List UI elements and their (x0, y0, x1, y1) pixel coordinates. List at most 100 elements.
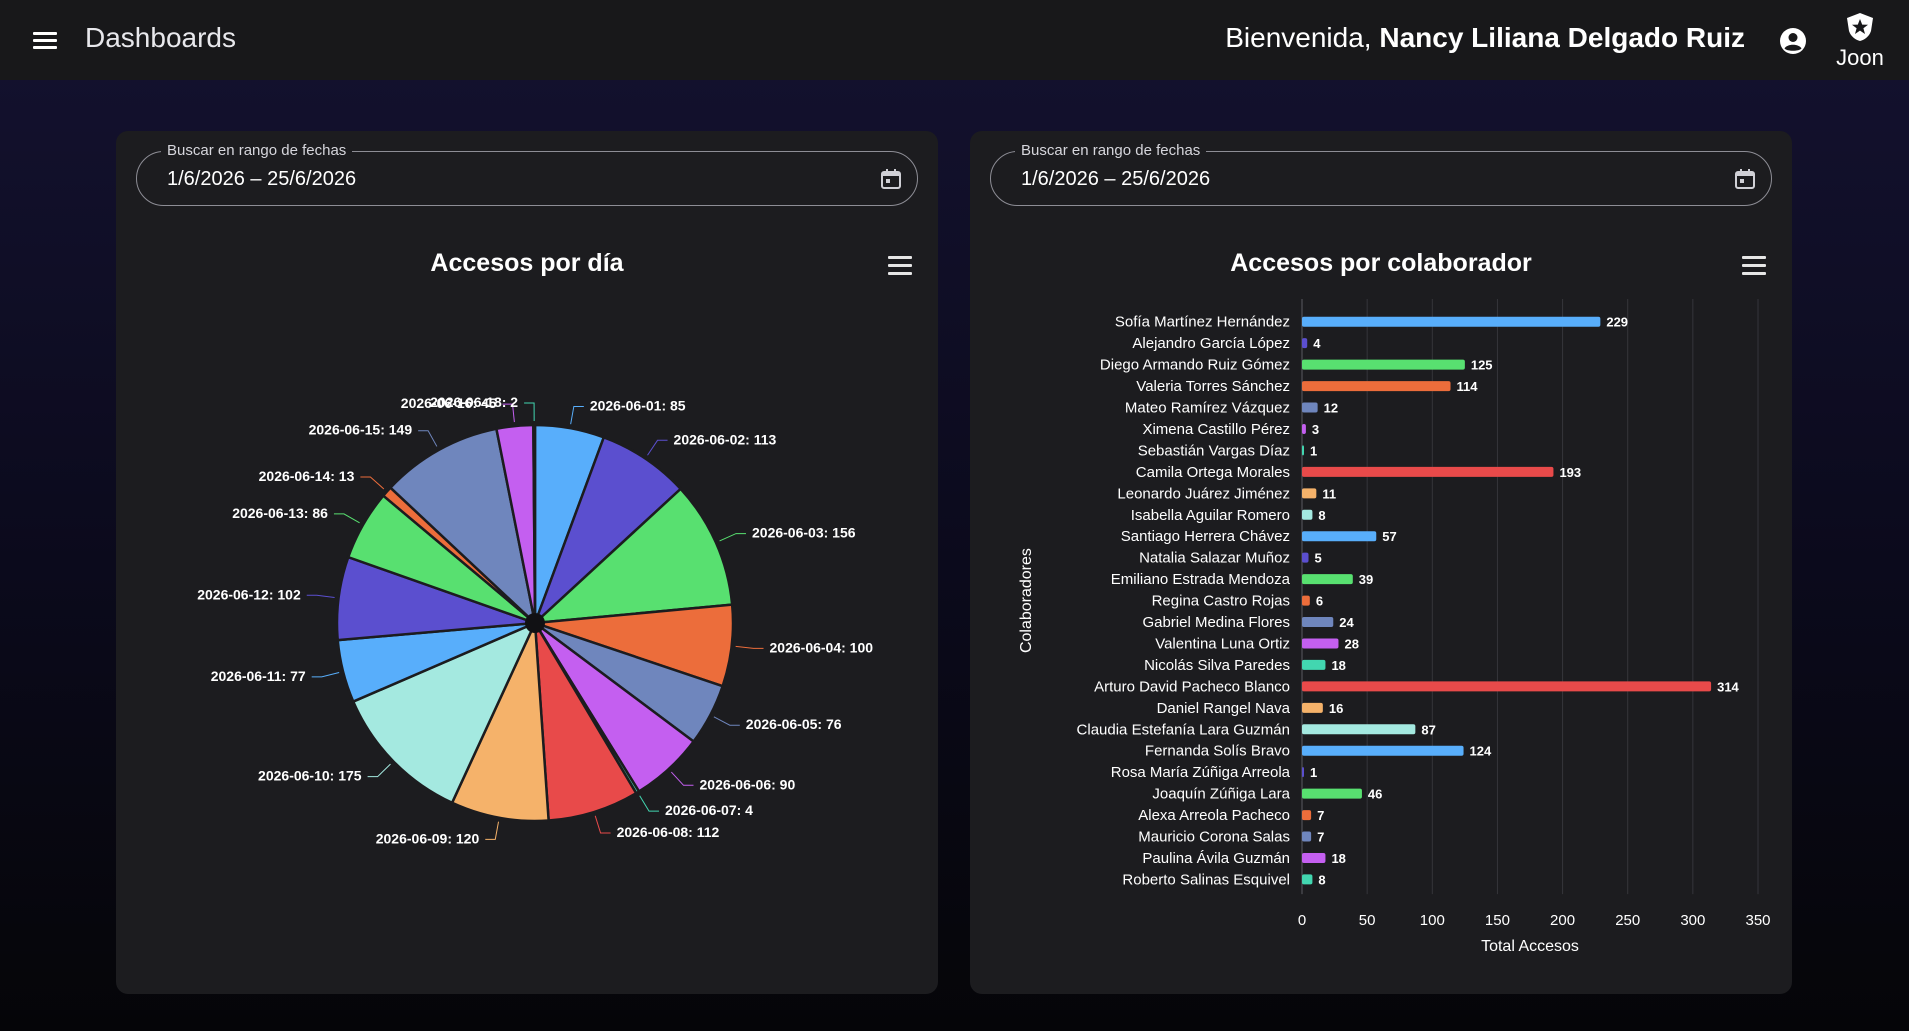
bar[interactable] (1302, 659, 1326, 670)
pie-leader-line (719, 533, 747, 542)
chart-menu-icon[interactable] (888, 256, 912, 276)
pie-slice[interactable] (351, 620, 538, 805)
pie-leader-line (670, 771, 694, 786)
bar[interactable] (1302, 702, 1323, 713)
bar[interactable] (1302, 445, 1304, 456)
pie-data-label: 2026-06-08: 112 (617, 824, 720, 840)
y-category-label: Fernanda Solís Bravo (1145, 743, 1290, 760)
pie-leader-line (570, 405, 584, 425)
bar[interactable] (1302, 531, 1377, 542)
bar[interactable] (1302, 423, 1306, 434)
bar-value-label: 11 (1322, 486, 1336, 501)
bar[interactable] (1302, 767, 1304, 778)
bar-value-label: 8 (1318, 508, 1325, 523)
pie-data-label: 2026-06-15: 149 (309, 422, 413, 438)
date-range-field-left[interactable]: Buscar en rango de fechas 1/6/2026 – 25/… (136, 142, 918, 206)
bar-value-label: 8 (1318, 872, 1325, 887)
bar[interactable] (1302, 509, 1313, 520)
bar[interactable] (1302, 874, 1313, 885)
bar[interactable] (1302, 681, 1712, 692)
bar[interactable] (1302, 595, 1310, 606)
bar-value-label: 3 (1312, 422, 1319, 437)
bar[interactable] (1302, 617, 1334, 628)
bar[interactable] (1302, 466, 1554, 477)
pie-slice[interactable] (388, 427, 537, 627)
bar-value-label: 24 (1339, 615, 1354, 630)
bar[interactable] (1302, 724, 1416, 735)
bar[interactable] (1302, 381, 1451, 392)
x-axis-title: Total Accesos (1481, 938, 1579, 955)
y-category-label: Diego Armando Ruiz Gómez (1100, 357, 1290, 374)
bar[interactable] (1302, 338, 1308, 349)
pie-data-label: 2026-06-07: 4 (665, 802, 753, 818)
y-category-label: Paulina Ávila Guzmán (1142, 850, 1290, 867)
date-range-value[interactable]: 1/6/2026 – 25/6/2026 (1021, 168, 1211, 190)
pie-data-label: 2026-06-12: 102 (197, 586, 301, 602)
bar[interactable] (1302, 359, 1465, 370)
welcome-message: Bienvenida, Nancy Liliana Delgado Ruiz (1225, 22, 1745, 54)
y-category-label: Regina Castro Rojas (1152, 593, 1290, 610)
bar-value-label: 1 (1310, 765, 1317, 780)
calendar-icon[interactable] (1733, 167, 1757, 191)
pie-leader-line (367, 763, 391, 778)
bar[interactable] (1302, 488, 1317, 499)
y-category-label: Sofía Martínez Hernández (1115, 314, 1290, 331)
page-title: Dashboards (85, 22, 236, 53)
account-circle-icon[interactable] (1779, 27, 1807, 55)
pie-leader-line (311, 671, 340, 678)
bar-value-label: 57 (1382, 529, 1396, 544)
y-category-label: Claudia Estefanía Lara Guzmán (1077, 721, 1290, 738)
y-category-label: Sebastián Vargas Díaz (1138, 442, 1290, 459)
bar-value-label: 16 (1329, 701, 1343, 716)
bar-value-label: 46 (1368, 787, 1382, 802)
pie-data-label: 2026-06-01: 85 (590, 397, 686, 413)
x-tick-label: 350 (1745, 912, 1770, 929)
chart-menu-icon[interactable] (1742, 256, 1766, 276)
bar[interactable] (1302, 574, 1353, 585)
bar[interactable] (1302, 831, 1312, 842)
x-tick-label: 50 (1359, 912, 1376, 929)
pie-chart: 2026-06-01: 85 2026-06-02: 113 2026-06-03:… (197, 394, 873, 846)
date-range-field-right[interactable]: Buscar en rango de fechas 1/6/2026 – 25/… (990, 142, 1772, 206)
x-tick-label: 0 (1298, 912, 1306, 929)
bar-value-label: 18 (1331, 851, 1345, 866)
bar[interactable] (1302, 402, 1318, 413)
bar[interactable] (1302, 316, 1601, 327)
pie-data-label: 2026-06-18: 2 (430, 394, 518, 410)
bar-value-label: 124 (1470, 744, 1492, 759)
bar-value-label: 12 (1324, 401, 1338, 416)
y-category-label: Emiliano Estrada Mendoza (1111, 571, 1291, 588)
date-range-value[interactable]: 1/6/2026 – 25/6/2026 (167, 168, 357, 190)
pie-slice[interactable] (450, 622, 550, 823)
bar[interactable] (1302, 810, 1312, 821)
pie-slice[interactable] (532, 423, 537, 624)
x-tick-label: 200 (1550, 912, 1575, 929)
pie-leader-line (524, 402, 535, 422)
bar-value-label: 125 (1471, 358, 1493, 373)
logo-wordmark: Joon (1836, 45, 1884, 70)
bar[interactable] (1302, 788, 1362, 799)
pie-chart-title: Accesos por día (430, 249, 624, 277)
top-bar: Dashboards Bienvenida, Nancy Liliana Del… (0, 0, 1909, 80)
bar-value-label: 1 (1310, 443, 1317, 458)
pie-slice[interactable] (531, 487, 734, 625)
bar[interactable] (1302, 852, 1326, 863)
bar-value-label: 4 (1313, 336, 1321, 351)
bar-value-label: 314 (1717, 679, 1739, 694)
y-category-label: Daniel Rangel Nava (1157, 700, 1291, 717)
y-category-label: Valeria Torres Sánchez (1136, 378, 1290, 395)
y-category-label: Mateo Ramírez Vázquez (1125, 400, 1290, 417)
pie-data-label: 2026-06-02: 113 (674, 431, 777, 447)
pie-leader-line (360, 476, 385, 490)
bar-value-label: 229 (1606, 315, 1628, 330)
x-tick-label: 300 (1680, 912, 1705, 929)
bar[interactable] (1302, 638, 1339, 649)
calendar-icon[interactable] (879, 167, 903, 191)
x-tick-label: 100 (1420, 912, 1445, 929)
pie-leader-line (647, 439, 668, 456)
pie-leader-line (418, 430, 438, 447)
hamburger-menu-icon[interactable] (28, 28, 62, 54)
x-tick-label: 250 (1615, 912, 1640, 929)
bar[interactable] (1302, 745, 1464, 756)
bar[interactable] (1302, 552, 1309, 563)
